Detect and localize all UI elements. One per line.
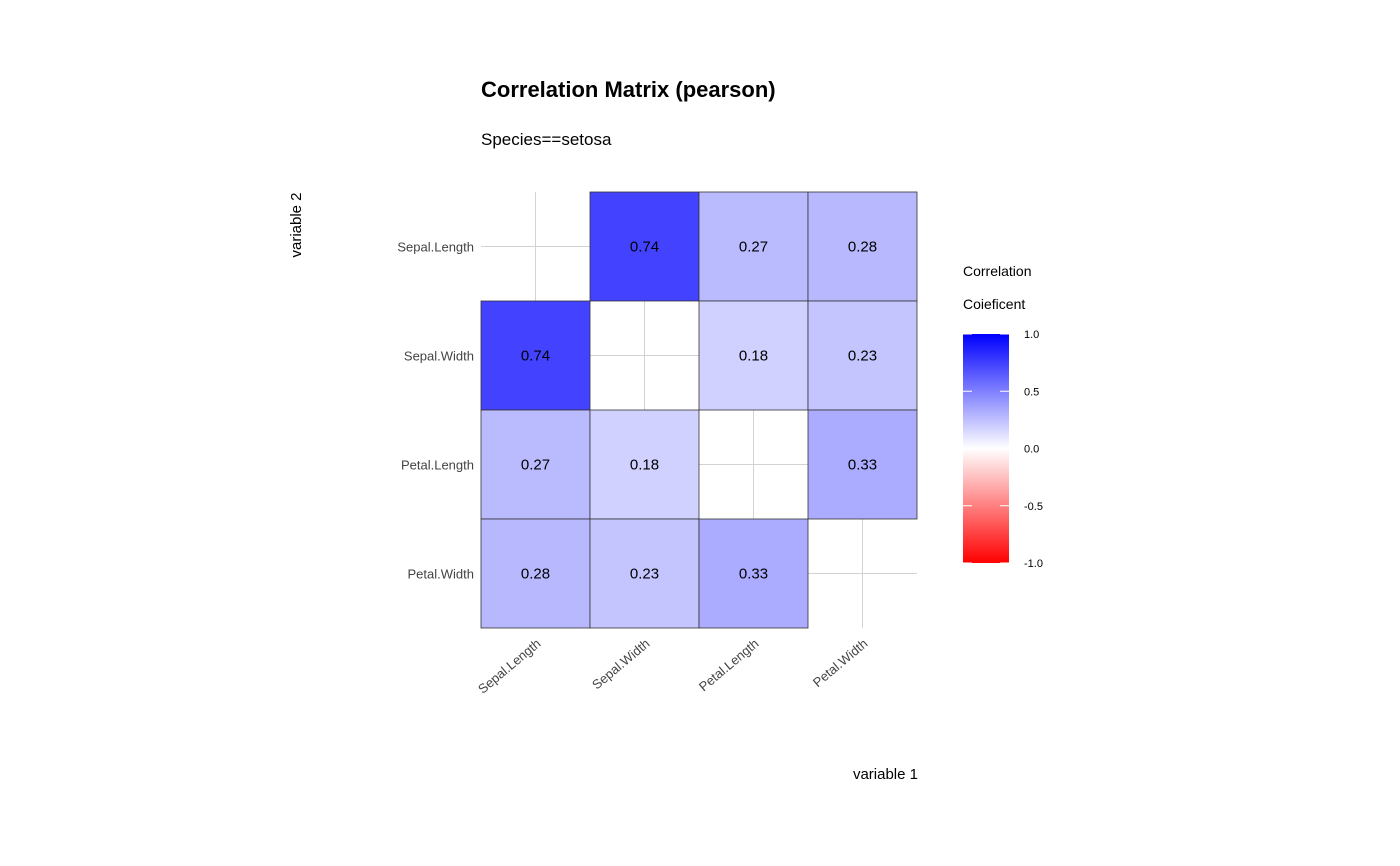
heatmap-cell xyxy=(807,409,918,520)
cell-value-label: 0.33 xyxy=(739,566,768,583)
cell-value-label: 0.28 xyxy=(848,239,877,256)
heatmap-cell xyxy=(698,518,809,629)
y-tick-label: Petal.Width xyxy=(408,567,474,582)
legend: Correlation Coieficent 1.0 0.5 0.0 -0.5 -1.0 xyxy=(963,263,1043,570)
heatmap-cell xyxy=(589,191,700,302)
chart-subtitle: Species==setosa xyxy=(481,130,612,149)
cell-value-label: 0.28 xyxy=(521,566,550,583)
cell-value-label: 0.27 xyxy=(521,457,550,474)
legend-tick-label: 0.5 xyxy=(1024,386,1039,398)
y-tick-label: Petal.Length xyxy=(401,458,474,473)
legend-title-line2: Coieficent xyxy=(963,296,1025,312)
heatmap-cell xyxy=(698,191,809,302)
cell-value-labels: 0.74 0.27 0.28 0.74 0.18 0.23 0.27 0.18 0.33 0.28… xyxy=(521,239,877,583)
cell-value-label: 0.18 xyxy=(630,457,659,474)
legend-title-line1: Correlation xyxy=(963,263,1031,279)
legend-tick-label: -1.0 xyxy=(1024,558,1043,570)
x-tick-label: Sepal.Width xyxy=(589,636,652,693)
heatmap-cells xyxy=(480,191,918,629)
heatmap-cell xyxy=(480,300,591,411)
y-tick-label: Sepal.Length xyxy=(397,240,474,255)
legend-tick-label: 0.0 xyxy=(1024,444,1039,456)
heatmap-cell xyxy=(480,409,591,520)
cell-value-label: 0.18 xyxy=(739,348,768,365)
legend-ticks: 1.0 0.5 0.0 -0.5 -1.0 xyxy=(963,329,1043,570)
y-axis-title: variable 2 xyxy=(288,192,305,257)
x-axis-ticks: Sepal.Length Sepal.Width Petal.Length Petal… xyxy=(475,636,870,697)
cell-value-label: 0.23 xyxy=(630,566,659,583)
x-axis-title: variable 1 xyxy=(853,766,918,783)
cell-value-label: 0.74 xyxy=(630,239,659,256)
heatmap-cell xyxy=(589,518,700,629)
x-tick-label: Petal.Length xyxy=(696,636,762,694)
cell-value-label: 0.23 xyxy=(848,348,877,365)
heatmap-cell xyxy=(807,300,918,411)
x-tick-label: Sepal.Length xyxy=(475,636,543,697)
cell-value-label: 0.74 xyxy=(521,348,550,365)
legend-tick-label: 1.0 xyxy=(1024,329,1039,341)
y-tick-label: Sepal.Width xyxy=(404,349,474,364)
legend-tick-label: -0.5 xyxy=(1024,501,1043,513)
cell-value-label: 0.27 xyxy=(739,239,768,256)
y-axis-ticks: Sepal.Length Sepal.Width Petal.Length Petal… xyxy=(397,240,474,582)
heatmap-cell xyxy=(589,409,700,520)
heatmap-cell xyxy=(807,191,918,302)
x-tick-label: Petal.Width xyxy=(810,636,871,690)
chart-title: Correlation Matrix (pearson) xyxy=(481,77,776,102)
cell-value-label: 0.33 xyxy=(848,457,877,474)
